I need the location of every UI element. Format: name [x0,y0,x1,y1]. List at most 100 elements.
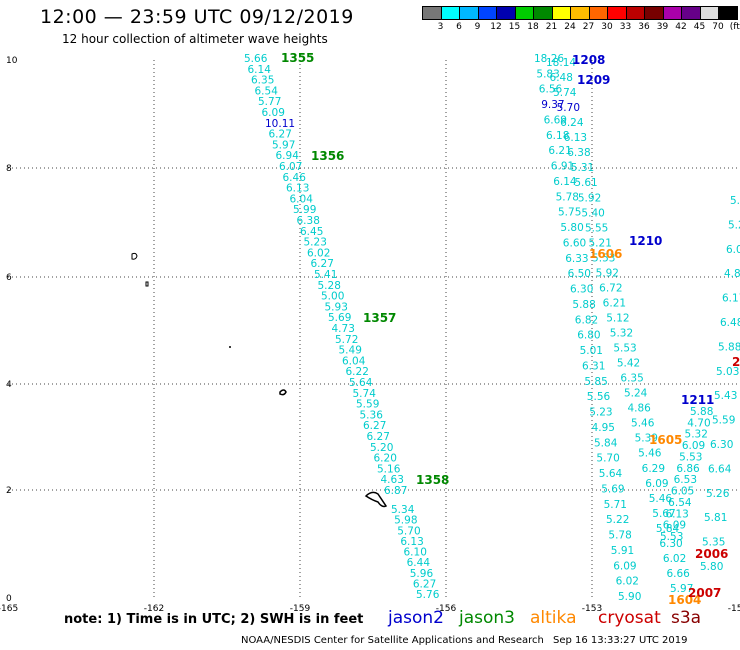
wave-height-value: 5.32 [610,328,633,340]
wave-height-value: 6.66 [666,568,690,580]
wave-height-value: 5.72 [335,334,358,346]
wave-height-value: 5.78 [556,191,579,203]
wave-height-value: 5.00 [321,291,344,303]
wave-height-value: 6.48 [720,317,740,329]
pass-label: 1211 [681,393,714,407]
wave-height-value: 18.14 [546,57,576,69]
wave-height-value: 6.09 [645,478,668,490]
wave-height-value: 5.76 [416,589,440,601]
latitude-tick-label: 8 [6,164,12,174]
scale-label: 12 [490,22,502,32]
scale-label: 27 [582,22,595,32]
wave-height-value: 6.38 [297,215,320,227]
credit-line: NOAA/NESDIS Center for Satellite Applica… [241,635,544,646]
wave-height-value: 6.30 [710,439,733,451]
timestamp: Sep 16 13:33:27 UTC 2019 [553,635,688,646]
wave-height-value: 5.40 [581,207,604,219]
wave-height-value: 6.27 [413,578,436,590]
legend-jason3: jason3 [459,608,515,628]
wave-height-value: 5.24 [624,388,648,400]
scale-label: 70 [712,22,724,32]
wave-height-value: 5.16 [377,463,401,475]
pass-label: 1210 [629,234,662,248]
wave-height-value: 5.56 [587,391,611,403]
wave-height-value: 5.31 [571,162,594,174]
pass-label: 2 [732,355,740,369]
wave-height-value: 5.93 [325,301,348,313]
wave-height-value: 5.77 [258,96,281,108]
pass-label: 1357 [363,311,396,325]
wave-height-value: 5.03 [716,366,739,378]
scale-label: 15 [508,22,521,32]
latitude-tick-label: 6 [6,273,12,283]
wave-height-value: 5.97 [272,139,295,151]
track-a-values: 5.666.146.356.545.776.0910.116.275.976.9… [244,53,407,497]
wave-height-value: 5.41 [314,269,337,281]
wave-height-value: 5.53 [660,531,683,543]
wave-height-value: 6.54 [255,85,279,97]
wave-height-value: 5.74 [553,87,577,99]
wave-height-value: 6.56 [539,84,563,96]
wave-height-value: 5.90 [618,591,641,603]
wave-height-value: 6.10 [404,547,427,559]
wave-height-value: 6.54 [668,497,692,509]
scale-label: 36 [638,22,650,32]
longitude-tick-label: -156 [436,604,457,614]
pass-label: 1605 [649,433,682,447]
wave-height-value: 4.63 [381,474,404,486]
wave-height-value: 6.48 [550,72,573,84]
pass-labels: 1355 1356 1357 1358 1208 1209 1210 1211 1606 1605… [281,51,740,607]
wave-height-value: 5.46 [649,493,673,505]
page-title: 12:00 — 23:59 UTC 09/12/2019 [40,6,354,28]
grid-lines [8,60,738,598]
wave-height-value: 6.24 [560,117,584,129]
wave-height-value: 5.46 [638,448,662,460]
wave-height-value: 5.53 [613,343,636,355]
wave-height-value: 5.80 [700,561,723,573]
wave-height-value: 6.27 [311,258,334,270]
wave-height-value: 6.14 [553,176,577,188]
latitude-tick-label: 10 [6,56,18,66]
wave-height-value: 5.84 [656,523,680,535]
wave-height-value: 5.12 [606,312,629,324]
island-outlines [131,252,388,508]
wave-height-value: 6.07 [279,161,302,173]
wave-height-value: 5.64 [349,377,373,389]
longitude-tick-label: -165 [0,604,18,614]
wave-height-value: 6.45 [300,226,323,238]
wave-height-value: 5.34 [391,504,415,516]
wave-height-value: 5.74 [353,388,377,400]
wave-height-value: 5.55 [585,222,608,234]
wave-height-value: 6.18 [546,130,569,142]
wave-height-value: 5.22 [606,514,629,526]
pass-label: 1208 [572,53,605,67]
wave-height-value: 6.09 [262,107,285,119]
wave-height-value: 6.02 [663,553,686,565]
wave-height-value: 6.02 [307,247,330,259]
wave-height-value: 5.21 [589,237,612,249]
legend-jason2: jason2 [388,608,444,628]
wave-height-value: 5.23 [304,237,327,249]
scale-label: 18 [527,22,539,32]
wave-height-value: 6.35 [620,373,643,385]
wave-height-value: 6.94 [276,150,300,162]
wave-height-value: 6.04 [290,193,314,205]
pass-label: 1356 [311,149,344,163]
pass-label: 1604 [668,593,701,607]
wave-height-value: 5.28 [318,280,341,292]
wave-height-value: 5.67 [652,508,675,520]
wave-height-value: 5.64 [599,468,623,480]
wave-height-value: 6.09 [726,244,740,256]
wave-height-value: 5.96 [410,568,434,580]
scale-label: 9 [474,22,481,32]
wave-height-value: 6.53 [674,474,697,486]
wave-height-value: 5.77 [730,195,740,207]
wave-height-value: 5.39 [635,433,658,445]
wave-height-value: 10.11 [265,118,295,130]
island-outline [279,389,287,396]
wave-height-value: 5.66 [244,53,268,65]
pass-label: 2007 [688,586,721,600]
wave-height-value: 5.92 [596,267,619,279]
scale-label: 3 [437,22,444,32]
wave-height-value: 5.53 [679,451,702,463]
